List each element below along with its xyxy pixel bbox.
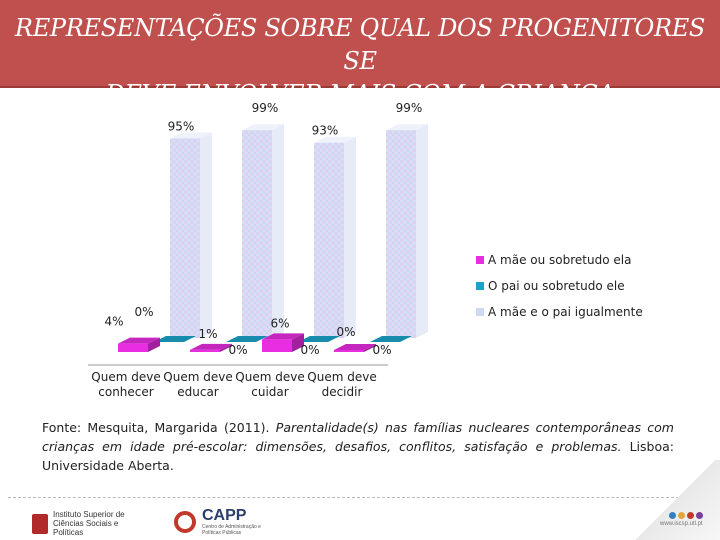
title-bar: REPRESENTAÇÕES SOBRE QUAL DOS PROGENITOR… [0,0,720,108]
capp-name: CAPP [202,507,247,524]
legend-label: A mãe e o pai igualmente [488,305,643,319]
legend-label: A mãe ou sobretudo ela [488,253,632,267]
data-label-pai-2: 0% [228,343,247,357]
category-label-line2: cuidar [251,385,289,399]
bar-top [314,136,356,143]
capp-subtitle: Centro de Administração e Políticas Públ… [202,524,261,536]
bar-top [370,336,412,342]
bar-front [190,349,220,352]
category-label: Quem deve cuidar [232,370,308,400]
bar-front [242,130,272,338]
site-logo: www.iscsp.utl.pt [660,512,703,527]
category-label-line1: Quem deve [235,370,305,384]
bar-front [118,343,148,352]
site-url: www.iscsp.utl.pt [660,521,703,527]
bar-front [314,142,344,338]
source-suffix: Lisboa: Universidade Aberta. [42,439,674,473]
category-label-line1: Quem deve [307,370,377,384]
bar-side [364,344,376,352]
bar-side [416,124,428,338]
category-label: Quem deve decidir [304,370,380,400]
bar-top [298,336,340,342]
category-label-line2: conhecer [98,385,154,399]
dots-icon [660,512,703,519]
data-label-pai-1: 0% [134,305,153,319]
source-citation: Fonte: Mesquita, Margarida (2011). Paren… [42,418,674,475]
bar-front [386,130,416,338]
data-label-ambos-1: 95% [168,120,195,134]
data-label-ambos-4: 99% [396,101,423,115]
footer-divider [8,497,714,498]
bar-pai-4 [370,336,412,342]
data-label-mae-3: 6% [270,316,289,330]
bar-pai-2 [226,336,268,342]
bar-mae-1 [118,337,160,352]
bar-ambos-1 [170,132,212,338]
bar-top [242,124,284,131]
category-label: Quem deve educar [160,370,236,400]
bar-top [190,343,232,350]
bar-ambos-2 [242,124,284,338]
data-label-pai-4: 0% [372,343,391,357]
category-label-line2: educar [177,385,219,399]
iscsp-emblem-icon [32,513,48,534]
bar-top [170,132,212,139]
legend-item: O pai ou sobretudo ele [476,273,643,299]
bars-layer [88,124,428,366]
legend-swatch-mae [476,256,484,264]
legend-label: O pai ou sobretudo ele [488,279,625,293]
bar-side [148,337,160,352]
source-title: Parentalidade(s) nas famílias nucleares … [42,420,674,454]
bar-side [272,124,284,338]
title-line-2: DEVE ENVOLVER MAIS COM A CRIANÇA [105,80,615,108]
bar-top [334,344,376,350]
data-label-ambos-2: 99% [252,101,279,115]
bar-side [344,136,356,338]
bar-pai-3 [298,336,340,342]
data-label-mae-2: 1% [198,327,217,341]
bar-side [200,132,212,338]
bar-top [154,336,196,342]
bar-chart: 4% 1% 6% 0% 0% 0% 0% 0% 95% 99% 93% 99% [88,101,428,366]
bar-top [226,336,268,342]
data-label-ambos-3: 93% [312,124,339,138]
bar-top [262,333,304,340]
data-labels-layer: 4% 1% 6% 0% 0% 0% 0% 0% 95% 99% 93% 99% [104,101,422,357]
legend-swatch-ambos [476,308,484,316]
iscsp-logo: Instituto Superior de Ciências Sociais e… [32,510,148,537]
category-label: Quem deve conhecer [88,370,164,400]
bar-mae-3 [262,333,304,352]
legend-item: A mãe e o pai igualmente [476,299,643,325]
legend: A mãe ou sobretudo ela O pai ou sobretud… [476,247,643,325]
iscsp-name: Instituto Superior de Ciências Sociais e… [53,510,125,537]
title-line-1: REPRESENTAÇÕES SOBRE QUAL DOS PROGENITOR… [14,14,706,75]
bar-ambos-4 [386,124,428,338]
bar-ambos-3 [314,136,356,338]
page-curl-decoration [630,460,720,540]
bar-front [170,138,200,338]
bar-front [334,350,364,352]
category-label-line2: decidir [321,385,363,399]
data-label-pai-3: 0% [300,343,319,357]
legend-swatch-pai [476,282,484,290]
capp-logo: CAPP Centro de Administração e Políticas… [174,508,272,536]
data-label-mae-4: 0% [336,325,355,339]
bar-mae-4 [334,344,376,352]
capp-ring-icon [174,511,196,533]
bar-side [220,343,232,352]
bar-mae-2 [190,343,232,352]
category-label-line1: Quem deve [163,370,233,384]
legend-item: A mãe ou sobretudo ela [476,247,643,273]
bar-front [262,339,292,352]
bar-top [386,124,428,131]
category-label-line1: Quem deve [91,370,161,384]
slide-title: REPRESENTAÇÕES SOBRE QUAL DOS PROGENITOR… [10,12,710,111]
bar-side [292,333,304,352]
source-prefix: Fonte: Mesquita, Margarida (2011). [42,420,276,435]
bar-top [118,337,160,344]
data-label-mae-1: 4% [104,315,123,329]
bar-pai-1 [154,336,196,342]
